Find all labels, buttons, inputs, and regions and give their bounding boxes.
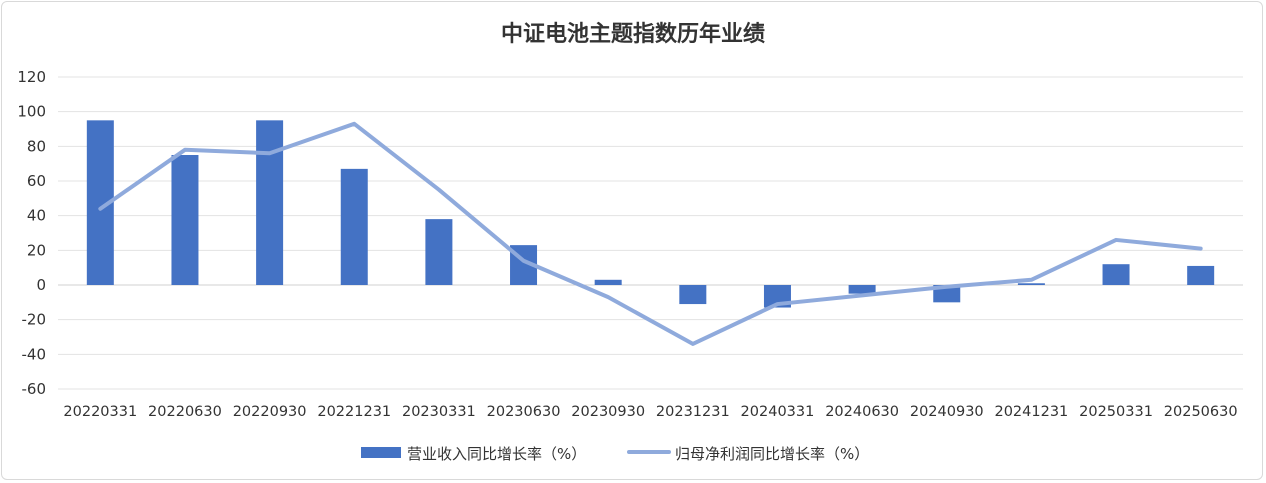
chart-title: 中证电池主题指数历年业绩 [501,21,765,47]
line-series [98,121,1203,346]
x-tick-label: 20231231 [656,404,730,420]
bar [256,120,284,285]
gridlines [58,76,1243,390]
y-tick-label: -40 [22,345,47,363]
x-tick-label: 20230930 [571,404,645,420]
x-tick-label: 20221231 [317,404,391,420]
bar [679,285,707,305]
x-tick-label: 20240930 [910,404,984,420]
bar [1187,265,1215,285]
bar-series [86,120,1215,308]
line-path [98,121,1203,346]
x-tick-label: 20220630 [148,404,222,420]
x-tick-label: 20240331 [741,404,815,420]
x-tick-label: 20250331 [1079,404,1153,420]
y-tick-label: -20 [22,311,47,329]
bar [848,285,876,294]
legend: 营业收入同比增长率（%） 归母净利润同比增长率（%） [361,445,869,463]
bar [171,155,199,285]
y-tick-label: 100 [17,103,46,121]
legend-label-bar: 营业收入同比增长率（%） [407,445,586,463]
y-tick-label: 80 [27,137,46,155]
x-tick-label: 20220930 [233,404,307,420]
x-tick-label: 20250630 [1164,404,1238,420]
bar [425,219,453,285]
y-axis: -60 -40 -20 0 20 40 60 80 100 120 [17,68,46,398]
y-tick-label: 120 [17,68,46,86]
y-tick-label: 0 [36,276,46,294]
x-tick-label: 20220331 [63,404,137,420]
x-tick-label: 20241231 [994,404,1068,420]
y-tick-label: -60 [22,380,47,398]
y-tick-label: 20 [27,241,46,259]
x-tick-label: 20230630 [487,404,561,420]
legend-label-line: 归母净利润同比增长率（%） [675,445,869,463]
y-tick-label: 60 [27,172,46,190]
bar [1017,283,1045,285]
bar [594,279,622,285]
bar [1102,264,1130,285]
y-tick-label: 40 [27,207,46,225]
legend-swatch-bar [361,447,401,458]
x-axis: 20220331 20220630 20220930 20221231 20230331… [63,404,1237,420]
x-tick-label: 20230331 [402,404,476,420]
bar [340,168,368,285]
x-tick-label: 20240630 [825,404,899,420]
